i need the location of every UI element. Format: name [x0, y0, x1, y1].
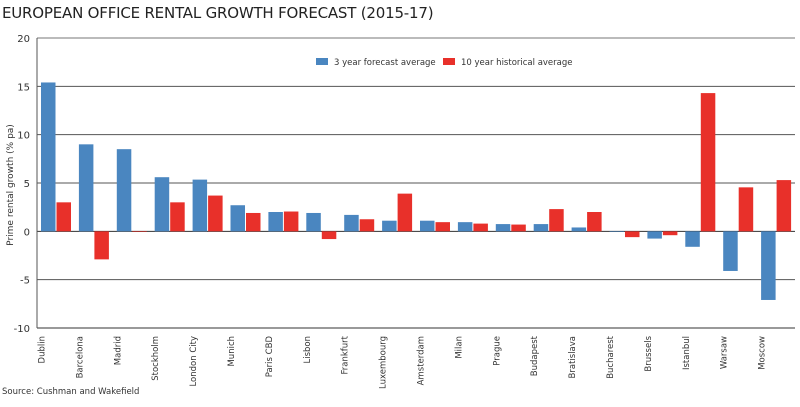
- x-tick-label: Barcelona: [75, 336, 85, 378]
- legend-label-historical: 10 year historical average: [461, 58, 573, 68]
- bar-forecast: [382, 220, 397, 232]
- x-tick-label: Budapest: [530, 335, 540, 376]
- chart-title: EUROPEAN OFFICE RENTAL GROWTH FORECAST (…: [2, 4, 434, 22]
- bar-forecast: [154, 177, 170, 232]
- y-tick-label: -5: [20, 276, 30, 287]
- bar-forecast: [761, 231, 776, 300]
- x-axis-labels: Dublin Barcelona Madrid Stockholm London Cit…: [38, 335, 768, 389]
- x-tick-label: Brussels: [644, 335, 654, 371]
- source-note: Source: Cushman and Wakefield: [2, 387, 140, 397]
- x-tick-label: Munich: [227, 336, 237, 367]
- x-tick-label: Istanbul: [682, 336, 692, 370]
- bar-historical: [662, 231, 678, 236]
- y-tick-label: 10: [17, 131, 30, 142]
- bar-forecast: [41, 82, 56, 232]
- bar-historical: [473, 223, 488, 232]
- x-tick-label: Lisbon: [303, 336, 313, 364]
- bar-historical: [321, 231, 337, 240]
- bar-forecast: [533, 224, 549, 232]
- bar-historical: [359, 219, 375, 232]
- bar-historical: [170, 202, 185, 232]
- legend: 3 year forecast average 10 year historic…: [316, 58, 573, 68]
- x-tick-label: Madrid: [113, 336, 123, 365]
- y-tick-label: -10: [14, 324, 30, 335]
- x-tick-label: Bucharest: [606, 335, 616, 378]
- bar-forecast: [495, 224, 511, 232]
- bar-historical: [208, 195, 223, 232]
- x-tick-label: Warsaw: [720, 336, 730, 369]
- legend-swatch-historical: [443, 58, 455, 65]
- bar-forecast: [192, 179, 208, 232]
- bar-historical: [700, 93, 716, 232]
- legend-label-forecast: 3 year forecast average: [334, 58, 436, 68]
- bars: [41, 82, 792, 300]
- bar-historical: [283, 211, 299, 232]
- bar-historical: [435, 222, 450, 232]
- y-axis-ticks: -10 -5 0 5 10 15 20: [14, 34, 30, 335]
- bar-historical: [56, 202, 71, 232]
- x-tick-label: Stockholm: [151, 336, 161, 381]
- gridlines: [36, 37, 795, 329]
- y-tick-label: 15: [17, 82, 30, 93]
- bar-forecast: [685, 231, 700, 247]
- bar-forecast: [609, 231, 624, 232]
- bar-forecast: [457, 222, 473, 232]
- bar-historical: [776, 180, 792, 232]
- x-tick-label: Frankfurt: [341, 335, 351, 374]
- bar-forecast: [647, 231, 662, 239]
- x-tick-label: London City: [189, 336, 199, 387]
- bar-forecast: [723, 231, 738, 271]
- bar-historical: [625, 231, 640, 238]
- x-tick-label: Bratislava: [568, 336, 578, 378]
- bar-historical: [738, 187, 754, 232]
- bar-historical: [94, 231, 109, 260]
- bar-forecast: [230, 205, 245, 232]
- x-tick-label: Moscow: [758, 336, 768, 370]
- bar-historical: [132, 231, 147, 232]
- x-tick-label: Dublin: [38, 336, 48, 363]
- bar-forecast: [344, 214, 359, 232]
- bar-historical: [511, 224, 526, 232]
- bar-forecast: [116, 149, 132, 232]
- y-tick-label: 0: [24, 227, 30, 238]
- bar-historical: [587, 212, 602, 232]
- x-tick-label: Luxembourg: [379, 336, 389, 389]
- bar-forecast: [306, 212, 321, 232]
- y-axis-label: Prime rental growth (% pa): [6, 124, 16, 246]
- x-tick-label: Milan: [454, 336, 464, 359]
- y-tick-label: 20: [17, 34, 30, 45]
- bar-historical: [549, 209, 564, 232]
- bar-forecast: [268, 212, 283, 232]
- x-tick-label: Prague: [492, 336, 502, 366]
- bar-historical: [246, 212, 261, 232]
- bar-forecast: [571, 227, 587, 232]
- bar-forecast: [78, 144, 94, 232]
- x-tick-label: Paris CBD: [265, 336, 275, 378]
- y-tick-label: 5: [24, 179, 30, 190]
- x-tick-label: Amsterdam: [417, 336, 427, 385]
- bar-historical: [397, 193, 413, 232]
- legend-swatch-forecast: [316, 58, 328, 65]
- bar-forecast: [420, 220, 435, 232]
